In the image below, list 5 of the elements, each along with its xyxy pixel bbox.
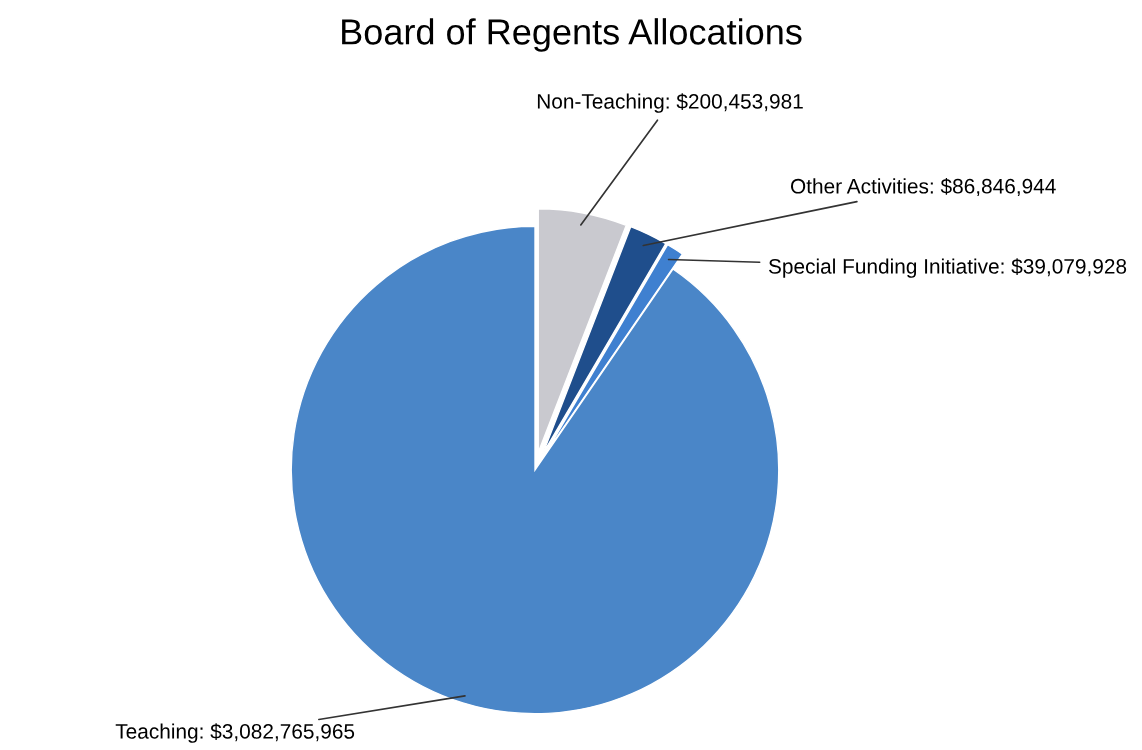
slice-label: Teaching: $3,082,765,965	[115, 723, 355, 743]
slice-label: Non-Teaching: $200,453,981	[537, 93, 803, 113]
slice-label: Other Activities: $86,846,944	[790, 177, 1056, 197]
slice-label: Special Funding Initiative: $39,079,928	[768, 258, 1127, 278]
chart-title: Board of Regents Allocations	[342, 18, 802, 52]
